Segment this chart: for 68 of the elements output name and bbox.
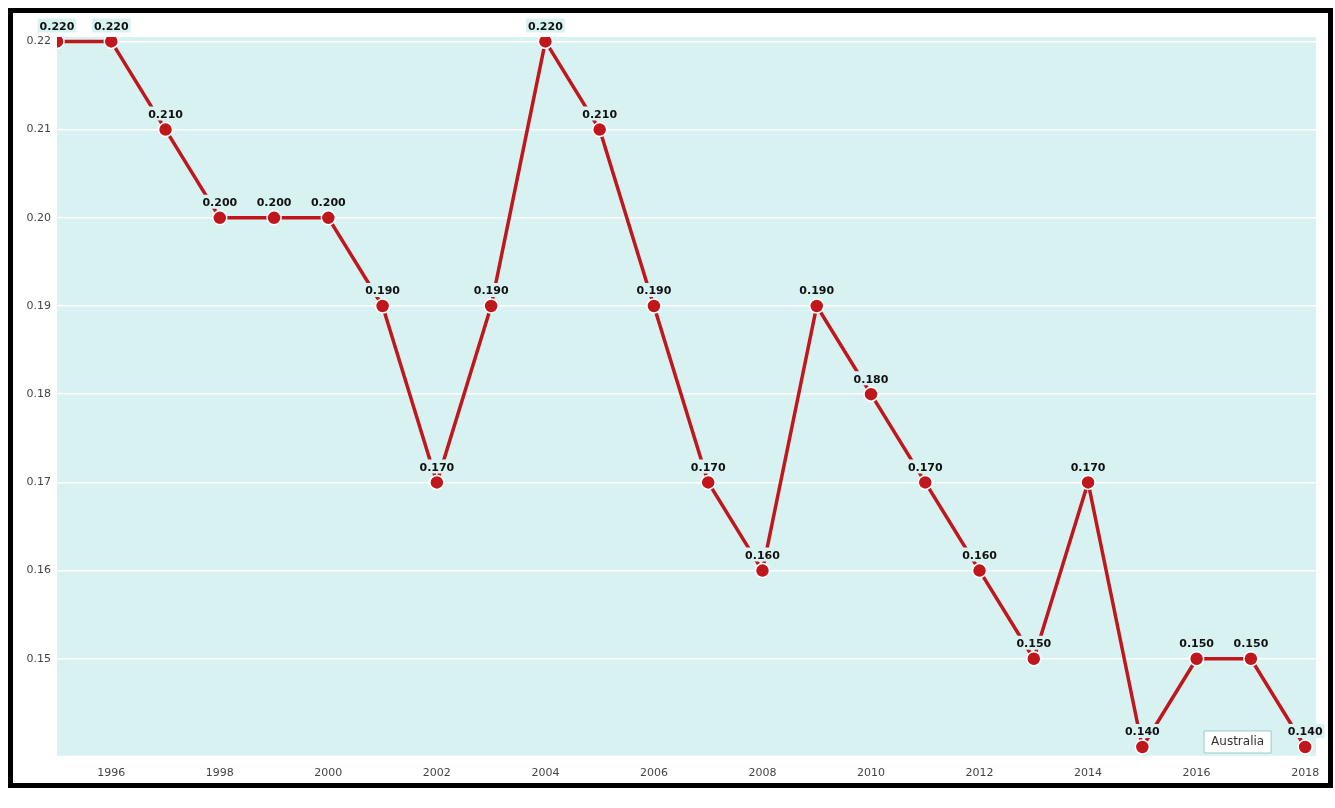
data-label: 0.140 bbox=[1287, 725, 1323, 739]
data-label: 0.190 bbox=[799, 284, 835, 298]
data-label: 0.170 bbox=[907, 460, 944, 474]
y-tick-label: 0.19 bbox=[26, 298, 51, 312]
data-label: 0.140 bbox=[1124, 725, 1161, 739]
x-tick-label: 2000 bbox=[314, 766, 343, 780]
data-label: 0.150 bbox=[1016, 637, 1052, 651]
data-label: 0.220 bbox=[528, 19, 564, 33]
x-tick-label: 1998 bbox=[205, 766, 234, 780]
point bbox=[1026, 651, 1042, 667]
x-tick-label: 2006 bbox=[639, 766, 668, 780]
data-label: 0.190 bbox=[636, 284, 672, 298]
data-label: 0.150 bbox=[1179, 637, 1215, 651]
point bbox=[754, 562, 771, 579]
point bbox=[646, 298, 662, 314]
y-tick-label: 0.17 bbox=[26, 475, 51, 489]
data-label: 0.200 bbox=[310, 196, 347, 210]
point bbox=[863, 386, 879, 402]
data-label: 0.170 bbox=[1070, 460, 1106, 474]
x-tick-label: 2016 bbox=[1182, 766, 1211, 780]
x-tick-label: 2012 bbox=[965, 766, 994, 780]
data-label: 0.180 bbox=[853, 372, 889, 386]
point bbox=[917, 474, 934, 491]
data-label: 0.160 bbox=[745, 548, 781, 562]
point bbox=[103, 37, 120, 50]
y-tick-label: 0.20 bbox=[26, 210, 51, 224]
point bbox=[1080, 474, 1096, 491]
data-label: 0.160 bbox=[962, 548, 998, 562]
data-label: 0.150 bbox=[1233, 637, 1269, 651]
point bbox=[266, 210, 282, 226]
x-tick-label: 2014 bbox=[1074, 766, 1103, 780]
x-tick-label: 2004 bbox=[531, 766, 560, 780]
data-label: 0.170 bbox=[690, 460, 726, 474]
point bbox=[483, 298, 499, 314]
y-tick-label: 0.18 bbox=[26, 387, 51, 401]
point bbox=[700, 474, 716, 491]
data-label: 0.200 bbox=[202, 196, 238, 210]
y-tick-label: 0.16 bbox=[26, 563, 51, 577]
point bbox=[1243, 651, 1259, 667]
data-label: 0.200 bbox=[256, 196, 292, 210]
x-tick-label: 2010 bbox=[857, 766, 886, 780]
data-label: 0.210 bbox=[582, 107, 618, 121]
data-label: 0.190 bbox=[365, 284, 401, 298]
y-tick-label: 0.21 bbox=[26, 122, 51, 136]
point bbox=[1134, 739, 1151, 755]
data-label: 0.210 bbox=[148, 107, 184, 121]
point bbox=[971, 562, 988, 579]
point bbox=[429, 474, 445, 491]
point bbox=[537, 37, 554, 50]
data-label: 0.220 bbox=[93, 19, 130, 33]
point bbox=[591, 121, 608, 138]
x-tick-label: 2018 bbox=[1291, 766, 1320, 780]
text: Australia bbox=[1211, 734, 1265, 749]
y-tick-label: 0.15 bbox=[26, 651, 51, 665]
point bbox=[212, 210, 228, 226]
x-tick-label: 2002 bbox=[422, 766, 451, 780]
data-label: 0.190 bbox=[473, 284, 509, 298]
point bbox=[320, 210, 337, 226]
x-tick-label: 1996 bbox=[97, 766, 126, 780]
point bbox=[1188, 651, 1205, 667]
y-tick-label: 0.22 bbox=[26, 34, 51, 48]
point bbox=[374, 298, 391, 314]
data-label: 0.170 bbox=[419, 460, 455, 474]
x-tick-label: 2008 bbox=[748, 766, 777, 780]
data-label: 0.220 bbox=[39, 19, 75, 33]
point bbox=[1297, 739, 1313, 755]
point bbox=[157, 121, 174, 138]
point bbox=[808, 298, 825, 314]
